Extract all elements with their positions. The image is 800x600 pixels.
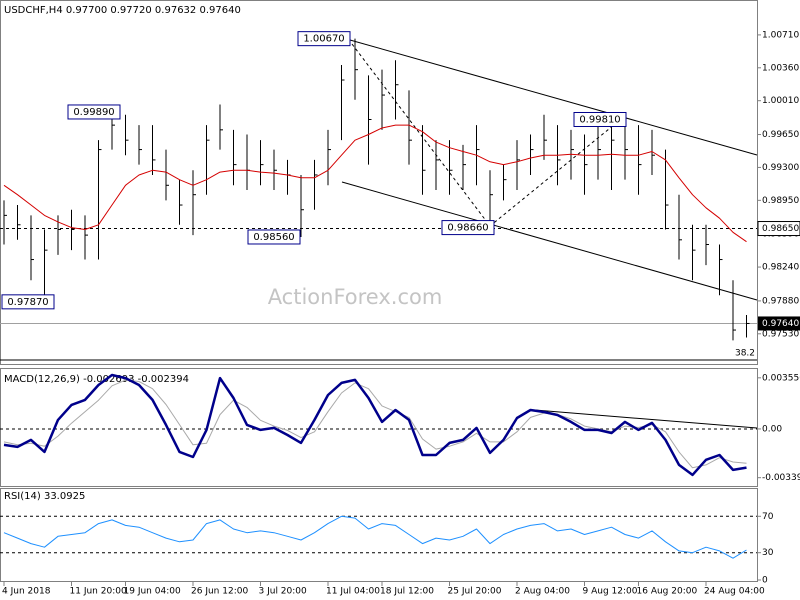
annotation-label: 0.98560 <box>253 232 294 243</box>
y-tick-label: -0.003391 <box>762 473 800 483</box>
y-tick-label: 0.97530 <box>762 329 799 339</box>
annotation-label: 0.99890 <box>73 107 114 118</box>
last-label-box <box>758 316 800 331</box>
x-tick-label: 2 Aug 04:00 <box>515 587 570 597</box>
x-tick-label: 24 Aug 04:00 <box>704 587 765 597</box>
y-tick-label: 0.99650 <box>762 130 799 140</box>
last-label: 0.97640 <box>762 319 799 329</box>
x-tick-label: 18 Jul 12:00 <box>380 587 434 597</box>
x-tick-label: 3 Jul 20:00 <box>259 587 308 597</box>
rsi-title: RSI(14) 33.0925 <box>4 491 85 502</box>
level-label: 0.98650 <box>762 224 799 234</box>
main-line <box>3 373 747 477</box>
y-tick-label: 0.97880 <box>762 296 799 306</box>
y-tick-label: 1.00710 <box>762 30 799 40</box>
annotation-box <box>573 111 627 127</box>
annotation-box <box>1 294 55 310</box>
level-label-box <box>757 221 800 237</box>
annotation-label: 0.97870 <box>7 297 48 308</box>
y-tick-label: 1.00360 <box>762 63 799 73</box>
annotation-label: 1.00670 <box>303 34 344 45</box>
y-tick-label: 1.00010 <box>762 96 799 106</box>
channel-upper <box>349 39 758 156</box>
annotation-box <box>441 220 495 236</box>
annotation-label: 0.98660 <box>447 223 488 234</box>
y-tick-label: 0 <box>762 576 768 586</box>
macd-panel <box>0 368 758 487</box>
x-tick-label: 4 Jun 2018 <box>2 587 51 597</box>
annotation-box <box>67 104 121 120</box>
annotation-box <box>247 229 301 245</box>
macd-title: MACD(12,26,9) -0.002693 -0.002394 <box>4 374 189 385</box>
y-tick-label: 0.98240 <box>762 263 799 273</box>
channel-lower <box>341 181 758 301</box>
fib-label: 38.2 <box>735 349 755 359</box>
rsi-panel <box>0 488 758 582</box>
y-tick-label: 30 <box>762 548 774 558</box>
annotation-box <box>297 31 351 47</box>
price-panel <box>0 0 758 365</box>
x-tick-label: 19 Jun 04:00 <box>124 587 181 597</box>
y-tick-label: 70 <box>762 512 774 522</box>
y-tick-label: 0.003556 <box>762 373 800 383</box>
x-tick-label: 26 Jun 12:00 <box>191 587 248 597</box>
main-line <box>3 515 747 559</box>
watermark: ActionForex.com <box>268 285 443 309</box>
annotation-label: 0.99810 <box>579 114 620 125</box>
x-tick-label: 11 Jul 04:00 <box>326 587 380 597</box>
x-tick-label: 16 Aug 20:00 <box>637 587 698 597</box>
x-tick-label: 11 Jun 20:00 <box>70 587 127 597</box>
y-tick-label: 0.98950 <box>762 196 799 206</box>
x-tick-label: 9 Aug 12:00 <box>583 587 638 597</box>
y-tick-label: 0.99300 <box>762 163 799 173</box>
macd-trendline <box>534 409 758 429</box>
y-tick-label: 0.00 <box>762 424 782 434</box>
moving-average-line <box>3 124 747 243</box>
x-tick-label: 25 Jul 20:00 <box>448 587 502 597</box>
price-title: USDCHF,H4 0.97700 0.97720 0.97632 0.9764… <box>4 5 241 16</box>
